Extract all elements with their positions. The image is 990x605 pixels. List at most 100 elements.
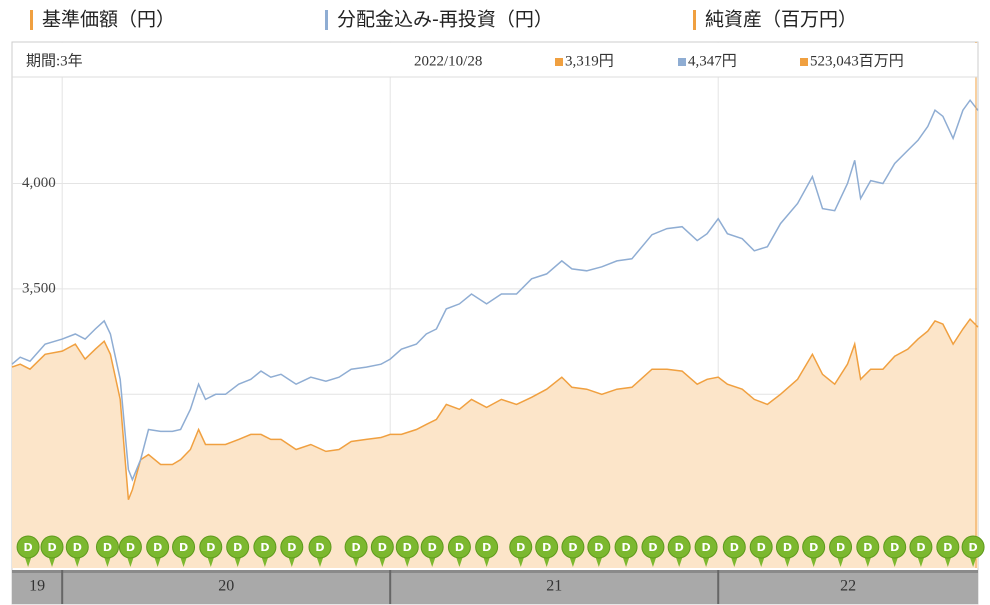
dividend-marker: D bbox=[447, 535, 471, 567]
dividend-dot bbox=[226, 535, 250, 559]
dividend-dot bbox=[172, 535, 196, 559]
dividend-label: D bbox=[916, 541, 925, 554]
dividend-dot bbox=[395, 535, 419, 559]
dividend-dot bbox=[614, 535, 638, 559]
dividend-label: D bbox=[455, 541, 464, 554]
dividend-marker: D bbox=[344, 535, 368, 567]
legend-label: 分配金込み-再投資（円） bbox=[337, 9, 553, 31]
info-swatch bbox=[678, 58, 686, 66]
dividend-dot bbox=[641, 535, 665, 559]
dividend-marker: D bbox=[65, 535, 89, 567]
area bbox=[12, 319, 978, 568]
info-swatch bbox=[555, 58, 563, 66]
dividend-label: D bbox=[403, 541, 412, 554]
dividend-marker: D bbox=[883, 535, 907, 567]
year-bar bbox=[12, 570, 978, 604]
dividend-label: D bbox=[969, 541, 978, 554]
dividend-label: D bbox=[675, 541, 684, 554]
dividend-dot bbox=[694, 535, 718, 559]
y-tick-label: 4,000 bbox=[22, 175, 56, 191]
dividend-marker: D bbox=[722, 535, 746, 567]
dividend-label: D bbox=[73, 541, 82, 554]
dividend-label: D bbox=[179, 541, 188, 554]
dividend-label: D bbox=[103, 541, 112, 554]
dividend-marker: D bbox=[280, 535, 304, 567]
dividend-marker: D bbox=[856, 535, 880, 567]
dividend-dot bbox=[722, 535, 746, 559]
dividend-marker: D bbox=[16, 535, 40, 567]
dividend-marker: D bbox=[509, 535, 533, 567]
dividend-marker: D bbox=[909, 535, 933, 567]
line bbox=[11, 98, 979, 482]
dividend-dot bbox=[775, 535, 799, 559]
info-swatch bbox=[800, 58, 808, 66]
dividend-marker: D bbox=[936, 535, 960, 567]
x-tick-label: 21 bbox=[546, 578, 562, 595]
dividend-marker: D bbox=[118, 535, 142, 567]
dividend-dot bbox=[561, 535, 585, 559]
dividend-label: D bbox=[428, 541, 437, 554]
dividend-marker: D bbox=[749, 535, 773, 567]
dividend-label: D bbox=[153, 541, 162, 554]
dividend-dot bbox=[146, 535, 170, 559]
dividend-label: D bbox=[378, 541, 387, 554]
dividend-label: D bbox=[890, 541, 899, 554]
dividend-marker: D bbox=[395, 535, 419, 567]
dividend-label: D bbox=[206, 541, 215, 554]
info-value: 4,347円 bbox=[688, 53, 737, 69]
dividend-dot bbox=[16, 535, 40, 559]
dividend-marker: D bbox=[172, 535, 196, 567]
legend-swatch bbox=[30, 10, 33, 30]
x-tick-label: 19 bbox=[29, 578, 45, 595]
dividend-dot bbox=[199, 535, 223, 559]
legend-label: 純資産（百万円） bbox=[705, 9, 857, 31]
line bbox=[11, 317, 979, 500]
dividend-label: D bbox=[648, 541, 657, 554]
dividend-dot bbox=[420, 535, 444, 559]
dividend-dot bbox=[370, 535, 394, 559]
dividend-label: D bbox=[516, 541, 525, 554]
dividend-label: D bbox=[287, 541, 296, 554]
dividend-dot bbox=[749, 535, 773, 559]
dividend-marker: D bbox=[199, 535, 223, 567]
dividend-dot bbox=[936, 535, 960, 559]
dividend-marker: D bbox=[475, 535, 499, 567]
dividend-label: D bbox=[943, 541, 952, 554]
dividend-dot bbox=[118, 535, 142, 559]
x-tick-label: 20 bbox=[218, 578, 234, 595]
info-value: 3,319円 bbox=[565, 53, 614, 69]
dividend-marker: D bbox=[961, 535, 985, 567]
dividend-label: D bbox=[757, 541, 766, 554]
dividend-label: D bbox=[315, 541, 324, 554]
dividend-marker: D bbox=[614, 535, 638, 567]
dividend-marker: D bbox=[829, 535, 853, 567]
dividend-marker: D bbox=[775, 535, 799, 567]
info-bar bbox=[13, 43, 977, 77]
dividend-label: D bbox=[260, 541, 269, 554]
dividend-dot bbox=[65, 535, 89, 559]
legend-swatch bbox=[693, 10, 696, 30]
dividend-marker: D bbox=[40, 535, 64, 567]
dividend-dot bbox=[280, 535, 304, 559]
y-tick-label: 3,500 bbox=[22, 280, 56, 296]
dividend-dot bbox=[308, 535, 332, 559]
dividend-dot bbox=[829, 535, 853, 559]
dividend-dot bbox=[883, 535, 907, 559]
legend-swatch bbox=[325, 10, 328, 30]
dividend-label: D bbox=[24, 541, 33, 554]
dividend-dot bbox=[509, 535, 533, 559]
dividend-label: D bbox=[809, 541, 818, 554]
info-date: 2022/10/28 bbox=[414, 53, 482, 69]
dividend-marker: D bbox=[641, 535, 665, 567]
dividend-dot bbox=[95, 535, 119, 559]
dividend-dot bbox=[344, 535, 368, 559]
legend-label: 基準価額（円） bbox=[42, 9, 175, 31]
dividend-dot bbox=[856, 535, 880, 559]
dividend-marker: D bbox=[370, 535, 394, 567]
dividend-label: D bbox=[836, 541, 845, 554]
dividend-label: D bbox=[621, 541, 630, 554]
dividend-marker: D bbox=[226, 535, 250, 567]
dividend-marker: D bbox=[587, 535, 611, 567]
dividend-dot bbox=[253, 535, 277, 559]
